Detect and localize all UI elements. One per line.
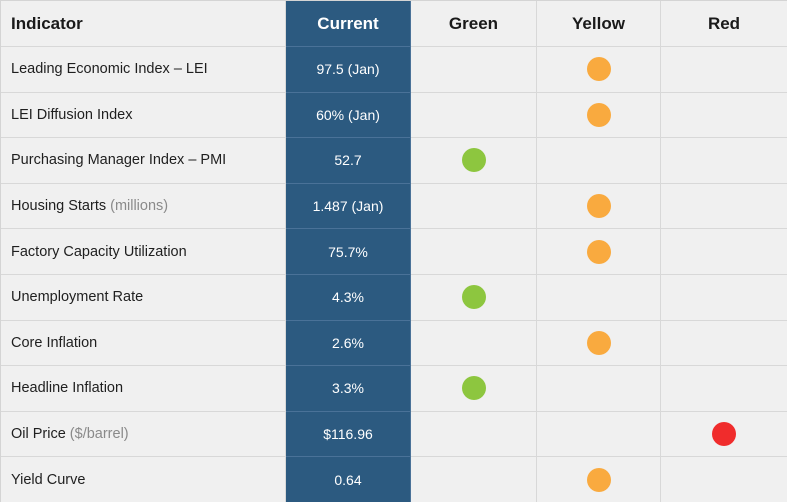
indicator-name: LEI Diffusion Index — [11, 106, 133, 123]
indicator-unit: (millions) — [110, 198, 169, 215]
indicator-label: Yield Curve — [1, 457, 286, 502]
current-value: 3.3% — [286, 366, 411, 412]
indicator-label: Purchasing Manager Index – PMI — [1, 138, 286, 184]
indicator-name: Leading Economic Index – LEI — [11, 61, 208, 78]
indicator-name: Oil Price — [11, 426, 66, 443]
current-value: 97.5 (Jan) — [286, 47, 411, 93]
status-cell-yellow — [537, 320, 661, 367]
status-cell-red — [661, 47, 787, 93]
indicator-label: Housing Starts (millions) — [1, 183, 286, 230]
current-value: 2.6% — [286, 320, 411, 367]
status-cell-yellow — [537, 457, 661, 502]
status-cell-red — [661, 320, 787, 367]
indicator-label: Oil Price ($/barrel) — [1, 411, 286, 458]
status-cell-red — [661, 229, 787, 275]
indicator-unit: ($/barrel) — [69, 426, 129, 443]
indicator-label: Core Inflation — [1, 320, 286, 367]
header-red: Red — [661, 1, 787, 47]
status-cell-red — [661, 92, 787, 139]
indicator-label: Unemployment Rate — [1, 274, 286, 321]
status-dot-red — [712, 422, 736, 447]
indicator-name: Headline Inflation — [11, 380, 124, 397]
indicator-name: Factory Capacity Utilization — [11, 243, 187, 260]
indicator-name: Purchasing Manager Index – PMI — [11, 152, 227, 169]
status-cell-red — [661, 274, 787, 321]
status-dot-green — [461, 376, 486, 401]
status-cell-red — [661, 457, 787, 502]
status-cell-red — [661, 411, 787, 458]
status-dot-yellow — [586, 467, 611, 492]
status-cell-red — [661, 183, 787, 230]
current-value: 60% (Jan) — [286, 92, 411, 139]
status-cell-yellow — [537, 92, 661, 139]
status-cell-yellow — [537, 411, 661, 458]
status-cell-red — [661, 138, 787, 184]
indicator-label: Factory Capacity Utilization — [1, 229, 286, 275]
status-cell-yellow — [537, 274, 661, 321]
status-cell-green — [411, 229, 537, 275]
current-value: 0.64 — [286, 457, 411, 502]
indicator-name: Core Inflation — [11, 334, 98, 351]
status-cell-yellow — [537, 47, 661, 93]
current-value: 1.487 (Jan) — [286, 183, 411, 230]
current-value: $116.96 — [286, 411, 411, 458]
status-cell-yellow — [537, 366, 661, 412]
header-current: Current — [286, 1, 411, 47]
header-indicator: Indicator — [1, 1, 286, 47]
status-dot-green — [461, 285, 486, 310]
status-dot-yellow — [586, 239, 611, 264]
status-cell-yellow — [537, 138, 661, 184]
current-value: 4.3% — [286, 274, 411, 321]
status-cell-green — [411, 457, 537, 502]
status-cell-green — [411, 411, 537, 458]
indicator-label: Headline Inflation — [1, 366, 286, 412]
current-value: 52.7 — [286, 138, 411, 184]
status-dot-yellow — [586, 102, 611, 127]
status-cell-green — [411, 320, 537, 367]
status-dot-yellow — [586, 57, 611, 82]
status-cell-green — [411, 92, 537, 139]
status-dot-yellow — [586, 330, 611, 355]
status-dot-green — [461, 148, 486, 173]
status-cell-green — [411, 47, 537, 93]
indicator-name: Yield Curve — [11, 471, 86, 488]
status-cell-green — [411, 138, 537, 184]
status-dot-yellow — [586, 194, 611, 219]
status-cell-green — [411, 274, 537, 321]
status-cell-green — [411, 183, 537, 230]
status-cell-green — [411, 366, 537, 412]
current-value: 75.7% — [286, 229, 411, 275]
indicator-name: Housing Starts — [11, 198, 107, 215]
status-cell-yellow — [537, 183, 661, 230]
status-cell-red — [661, 366, 787, 412]
indicator-label: LEI Diffusion Index — [1, 92, 286, 139]
header-green: Green — [411, 1, 537, 47]
indicator-label: Leading Economic Index – LEI — [1, 47, 286, 93]
header-yellow: Yellow — [537, 1, 661, 47]
indicator-name: Unemployment Rate — [11, 289, 144, 306]
status-cell-yellow — [537, 229, 661, 275]
